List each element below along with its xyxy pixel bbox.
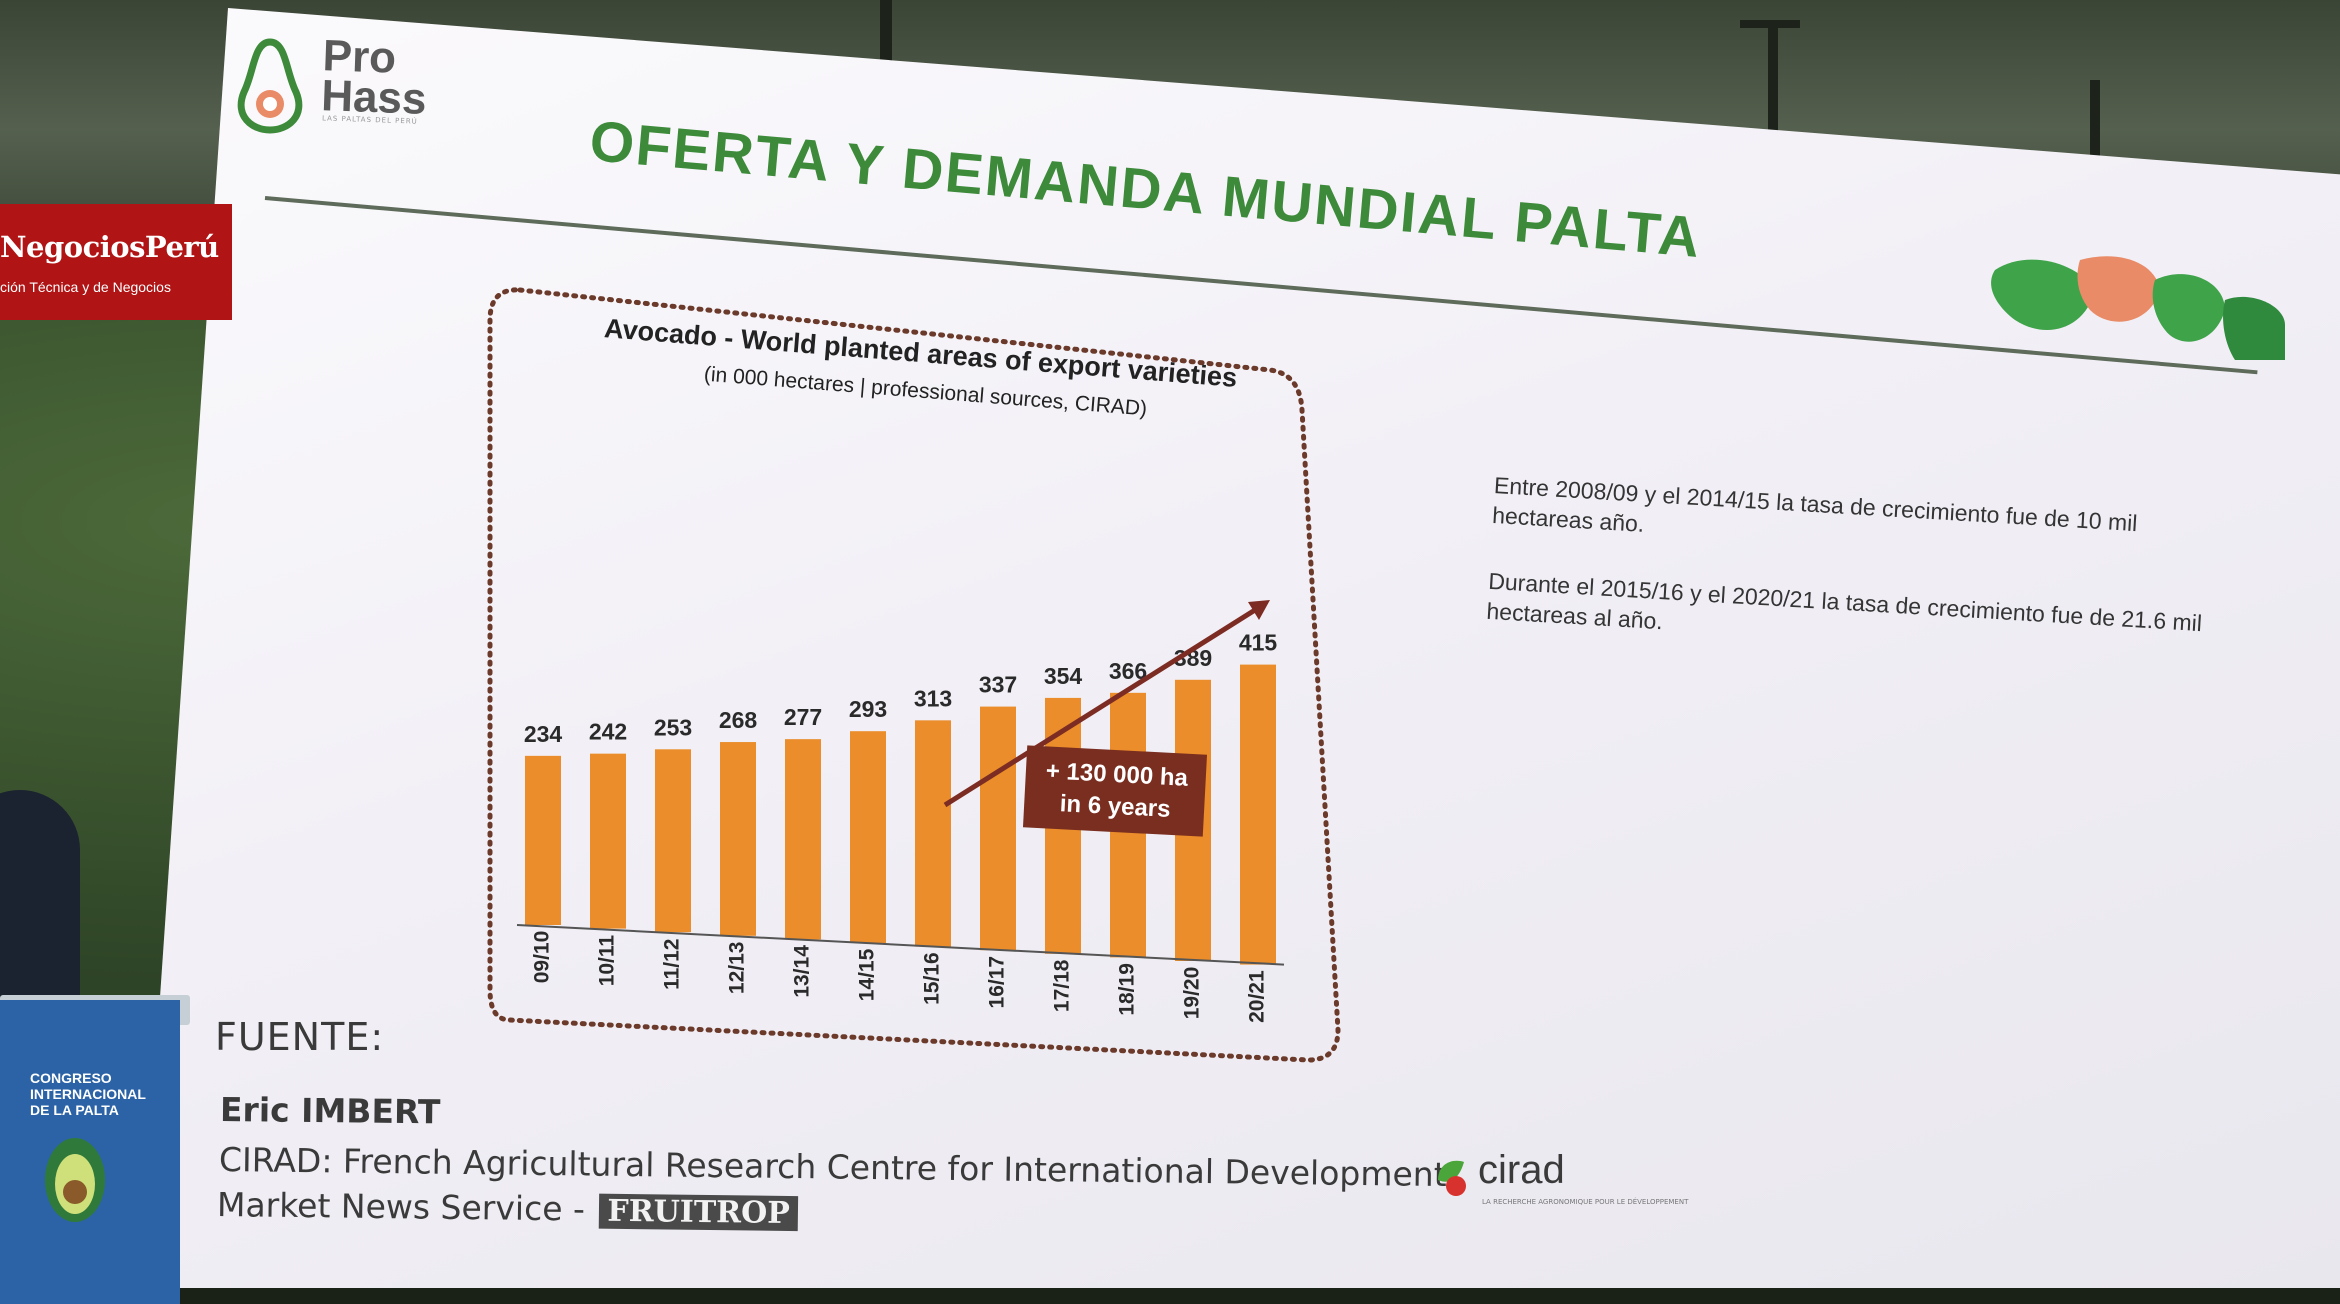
bar-12-13 xyxy=(720,742,756,936)
market-prefix: Market News Service - xyxy=(216,1185,586,1229)
podium-line-3: DE LA PALTA xyxy=(30,1102,119,1118)
badge-title: NegociosPerú xyxy=(0,230,219,264)
podium-line-1: CONGRESO xyxy=(30,1070,112,1086)
source-heading: FUENTE: xyxy=(215,1015,385,1059)
speaker-silhouette xyxy=(0,790,80,1010)
x-tick-label: 13/14 xyxy=(791,945,814,998)
logo-wordmark: Pro Hass xyxy=(320,31,429,124)
x-tick-label: 20/21 xyxy=(1246,970,1269,1023)
fruitrop-logo: FRUITROP xyxy=(599,1193,798,1232)
bar-14-15 xyxy=(850,731,886,943)
bar-value-label: 313 xyxy=(914,685,952,711)
truss-beam xyxy=(1740,20,1800,28)
trend-arrow-line xyxy=(943,607,1257,808)
x-tick-label: 19/20 xyxy=(1181,967,1204,1020)
bar-value-label: 234 xyxy=(524,721,563,747)
bar-13-14 xyxy=(785,739,821,940)
bar-15-16 xyxy=(915,720,951,947)
bar-16-17 xyxy=(980,706,1016,951)
podium-line-2: INTERNACIONAL xyxy=(30,1086,146,1102)
bar-09-10 xyxy=(525,755,561,925)
bar-value-label: 337 xyxy=(979,672,1017,698)
projected-slide xyxy=(140,8,2340,1288)
note-2015-2021: Durante el 2015/16 y el 2020/21 la tasa … xyxy=(1485,567,2203,637)
negocios-peru-badge: NegociosPerú ción Técnica y de Negocios xyxy=(0,204,232,320)
x-tick-label: 11/12 xyxy=(661,938,684,989)
growth-annotation-line: in 6 years xyxy=(1059,790,1171,823)
x-tick-label: 18/19 xyxy=(1116,963,1139,1016)
x-tick-label: 15/16 xyxy=(921,952,944,1005)
x-tick-label: 10/11 xyxy=(596,935,619,987)
bar-value-label: 242 xyxy=(589,719,627,745)
cirad-leaf-icon xyxy=(1438,1160,1466,1196)
bar-value-label: 354 xyxy=(1044,663,1083,689)
bar-value-label: 415 xyxy=(1239,630,1278,656)
decorative-leaves-icon xyxy=(1991,256,2285,360)
growth-annotation-box xyxy=(1022,745,1208,837)
source-author: Eric IMBERT xyxy=(219,1090,441,1132)
avocado-icon xyxy=(45,1138,105,1222)
badge-subtitle: ción Técnica y de Negocios xyxy=(0,279,171,295)
x-tick-label: 17/18 xyxy=(1051,959,1074,1012)
bar-value-label: 268 xyxy=(719,707,758,733)
bar-value-label: 293 xyxy=(849,696,887,722)
cirad-logo-subtitle: LA RECHERCHE AGRONOMIQUE POUR LE DÉVELOP… xyxy=(1482,1198,1689,1206)
x-axis-line xyxy=(516,924,1285,966)
truss-pole xyxy=(1768,20,1778,210)
source-market: Market News Service - FRUITROP xyxy=(216,1185,798,1232)
truss-pole xyxy=(2090,80,2100,230)
x-tick-label: 12/13 xyxy=(726,942,749,995)
cirad-logo-text: cirad xyxy=(1478,1148,1565,1192)
x-tick-label: 09/10 xyxy=(531,931,554,984)
chart-border xyxy=(487,287,1341,1063)
prohass-logo-icon xyxy=(237,38,303,134)
bar-value-label: 277 xyxy=(784,704,822,730)
bar-11-12 xyxy=(655,749,691,933)
planted-area-bar-chart: Avocado - World planted areas of export … xyxy=(487,287,1341,1063)
x-tick-label: 16/17 xyxy=(986,956,1009,1009)
bar-10-11 xyxy=(590,753,626,929)
x-tick-label: 14/15 xyxy=(856,948,879,1001)
bar-value-label: 253 xyxy=(654,714,692,740)
podium-sign: CONGRESO INTERNACIONAL DE LA PALTA xyxy=(30,1070,146,1118)
bar-20-21 xyxy=(1240,664,1276,965)
trend-arrowhead-icon xyxy=(1248,600,1270,620)
